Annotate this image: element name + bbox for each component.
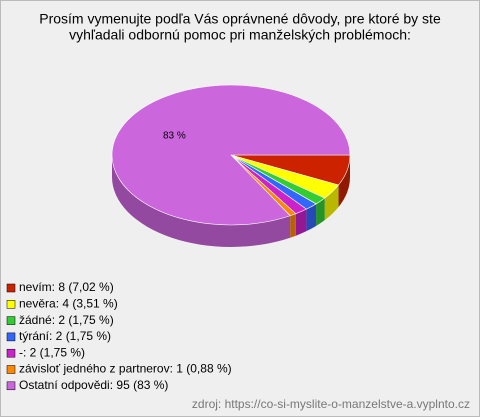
legend-label: -: 2 (1,75 %) [19, 345, 85, 359]
slice-side [290, 213, 296, 238]
legend-swatch [6, 365, 16, 374]
legend-swatch [6, 316, 16, 325]
slice-side [112, 155, 291, 248]
slice-side [338, 155, 350, 207]
slice-side [316, 198, 325, 226]
source: zdroj: https://co-si-myslite-o-manzelstv… [192, 397, 470, 411]
data-label: 83 % [163, 130, 186, 141]
legend-swatch [6, 300, 16, 309]
legend-label: závisloť jedného z partnerov: 1 (0,88 %) [19, 362, 232, 376]
legend-swatch [6, 348, 16, 358]
legend-label: nevěra: 4 (3,51 %) [19, 296, 118, 310]
slice [111, 84, 351, 226]
legend-label: nevím: 8 (7,02 %) [19, 280, 114, 294]
slice-side [295, 209, 307, 236]
chart-title: Prosím vymenujte podľa Vás oprávnené dôv… [39, 11, 441, 27]
slice-side [306, 203, 317, 232]
chart-title: vyhľadali odbornú pomoc pri manželských … [69, 27, 411, 43]
legend-swatch [6, 283, 16, 293]
legend-swatch [6, 381, 16, 391]
slice-side [324, 184, 339, 221]
legend-label: žádné: 2 (1,75 %) [19, 313, 114, 327]
legend-label: Ostatní odpovědi: 95 (83 %) [19, 378, 168, 392]
legend-swatch [6, 332, 16, 342]
legend-label: týrání: 2 (1,75 %) [19, 329, 111, 343]
